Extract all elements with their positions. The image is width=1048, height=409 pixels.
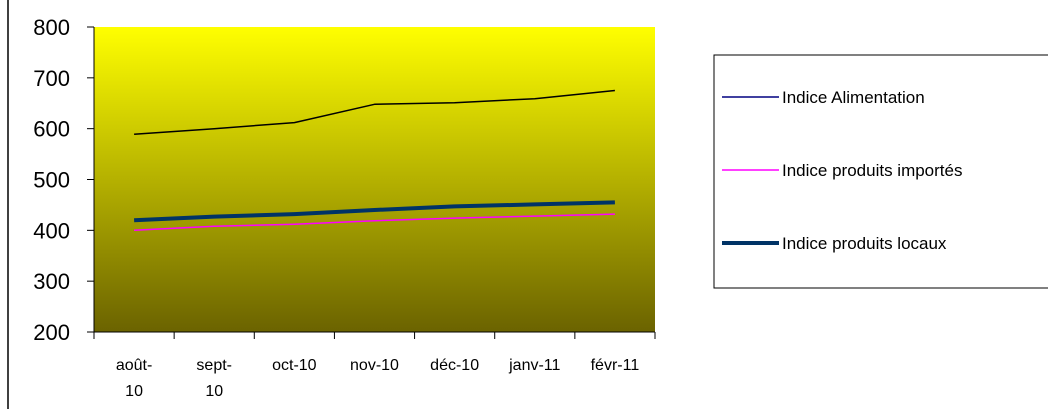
x-tick-label: nov-10: [350, 357, 399, 374]
legend-box: [713, 54, 1048, 289]
series-line-1: [134, 89, 615, 136]
y-tick-label: 700: [33, 66, 70, 91]
y-tick-label: 600: [33, 117, 70, 142]
x-tick-label: févr-11: [591, 357, 640, 374]
legend-label-1: Indice Alimentation: [782, 88, 925, 107]
x-tick-label: août-10: [116, 357, 152, 400]
y-tick-label: 400: [33, 218, 70, 243]
series-line-3: [134, 200, 615, 223]
y-tick-label: 500: [33, 168, 70, 193]
y-tick-label: 300: [33, 269, 70, 294]
x-tick-label: janv-11: [508, 357, 560, 374]
y-tick-label: 800: [33, 15, 70, 40]
x-tick-label: oct-10: [272, 357, 317, 374]
legend-label-2: Indice produits importés: [782, 161, 962, 180]
legend: Indice Alimentation Indice produits impor…: [713, 54, 1048, 289]
y-tick-label: 200: [33, 320, 70, 345]
legend-label-3: Indice produits locaux: [782, 234, 947, 253]
series-line-2: [134, 213, 615, 232]
x-axis: août-10 sept-10 oct-10 nov-10 déc-10 janv-11 f…: [93, 331, 656, 400]
x-tick-label: déc-10: [430, 357, 479, 374]
x-tick-label: sept-10: [196, 357, 232, 400]
y-axis: 200 300 400 500 600 700 800: [33, 15, 95, 345]
series-layer: [134, 89, 615, 232]
plot-area: [94, 27, 655, 332]
